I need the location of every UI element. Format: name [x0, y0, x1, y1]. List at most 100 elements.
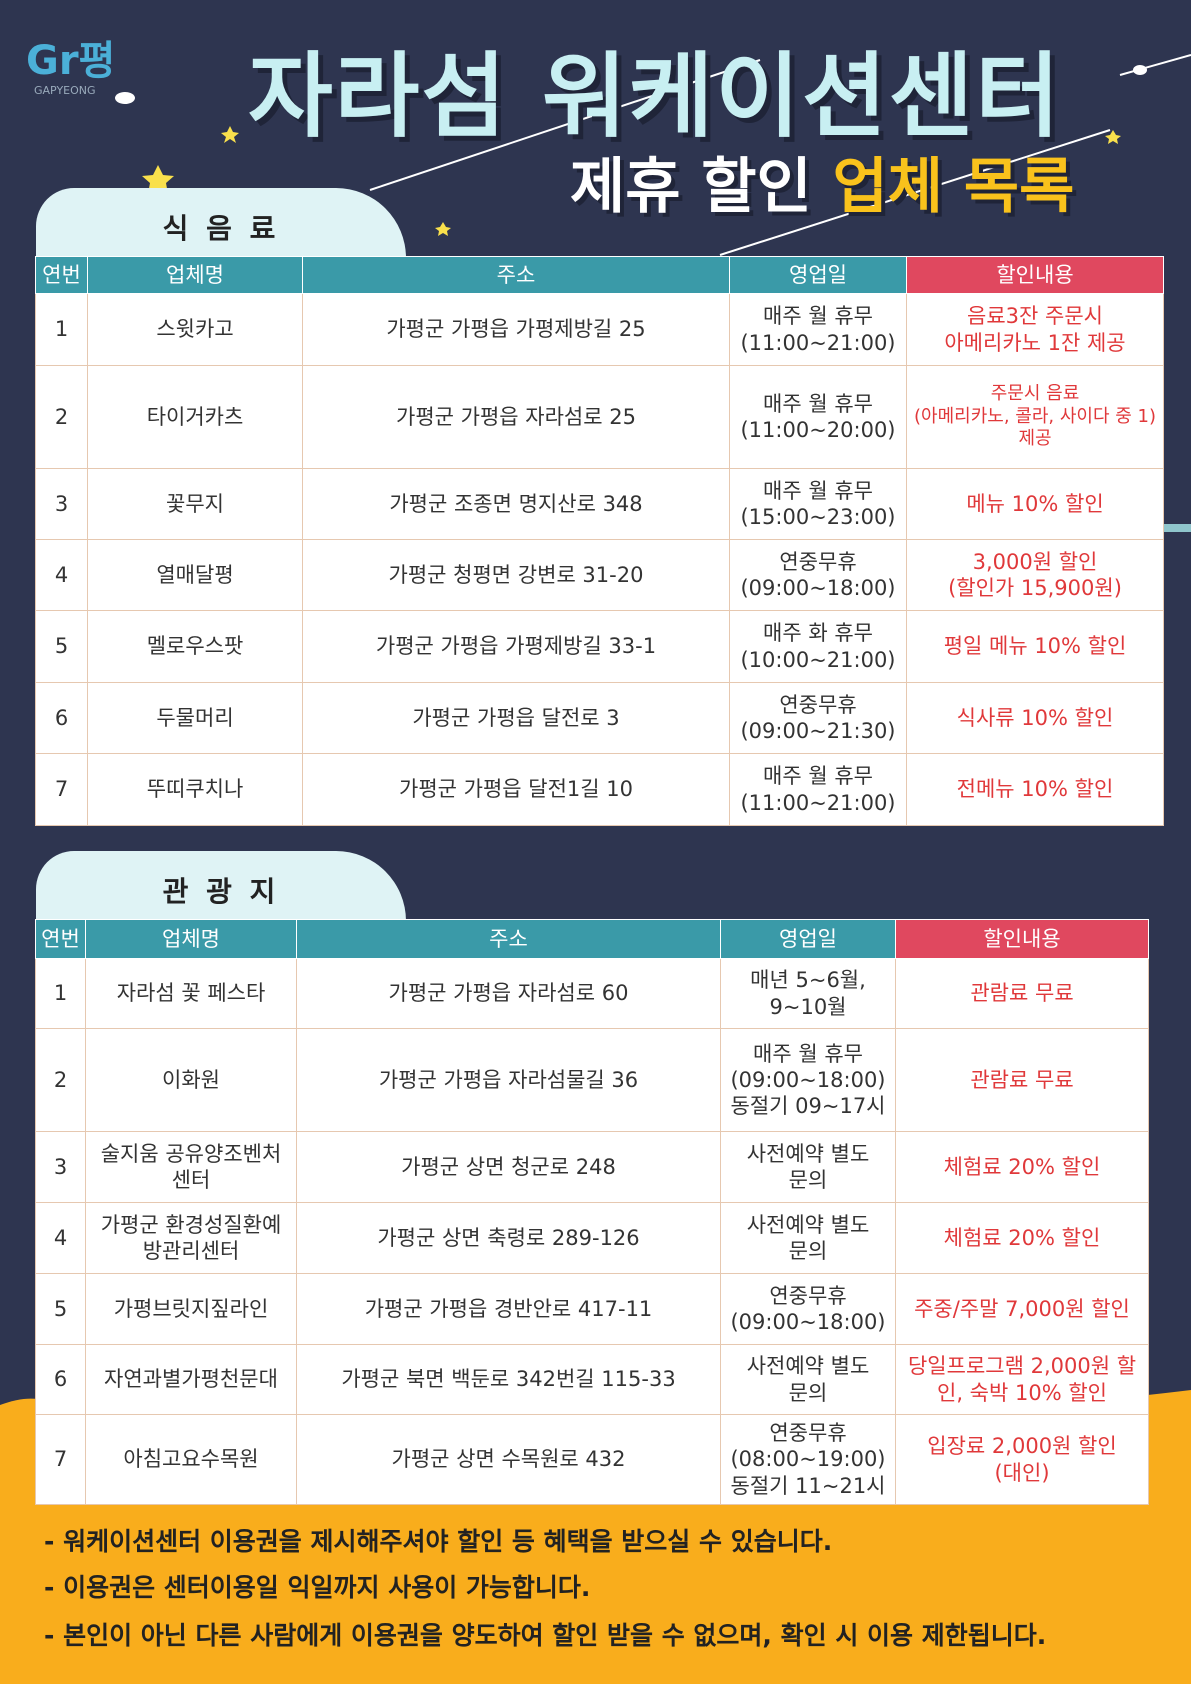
- table-cell: 메뉴 10% 할인: [906, 468, 1164, 540]
- table-cell: 관람료 무료: [895, 958, 1149, 1029]
- table-row: 1 자라섬 꽃 페스타 가평군 가평읍 자라섬로 60 매년 5~6월, 9~10월 관…: [35, 958, 1149, 1029]
- logo-text: GAPYEONG: [34, 84, 96, 97]
- table-cell: 주문시 음료 (아메리카노, 콜라, 사이다 중 1) 제공: [906, 365, 1164, 469]
- table-cell: 당일프로그램 2,000원 할 인, 숙박 10% 할인: [895, 1344, 1149, 1415]
- column-header: 할인내용: [895, 919, 1149, 959]
- table-row: 3 꽃무지 가평군 조종면 명지산로 348 매주 월 휴무 (15:00~23:00…: [35, 468, 1164, 540]
- table-row: 1 스윗카고 가평군 가평읍 가평제방길 25 매주 월 휴무 (11:00~21:0…: [35, 293, 1164, 366]
- table-cell: 가평군 상면 수목원로 432: [296, 1414, 721, 1505]
- table-cell: 스윗카고: [87, 293, 303, 366]
- table-cell: 1: [35, 958, 86, 1029]
- table-cell: 가평군 환경성질환예 방관리센터: [85, 1202, 297, 1274]
- table-row: 4 가평군 환경성질환예 방관리센터 가평군 상면 축령로 289-126 사전예약 …: [35, 1202, 1149, 1274]
- table-row: 5 가평브릿지짚라인 가평군 가평읍 경반안로 417-11 연중무휴 (09:00~…: [35, 1273, 1149, 1345]
- table-cell: 사전예약 별도 문의: [720, 1202, 896, 1274]
- table-row: 3 술지움 공유양조벤처 센터 가평군 상면 청군로 248 사전예약 별도 문의 체험…: [35, 1131, 1149, 1203]
- table-cell: 7: [35, 1414, 86, 1505]
- table-cell: 연중무휴 (09:00~21:30): [729, 682, 907, 754]
- header-row: 연번 업체명 주소 영업일 할인내용: [35, 256, 1164, 294]
- note: - 본인이 아닌 다른 사람에게 이용권을 양도하여 할인 받을 수 없으며, …: [44, 1621, 1047, 1650]
- table-cell: 3: [35, 1131, 86, 1203]
- table-row: 2 이화원 가평군 가평읍 자라섬물길 36 매주 월 휴무 (09:00~18:00…: [35, 1028, 1149, 1132]
- table-cell: 뚜띠쿠치나: [87, 753, 303, 826]
- table-cell: 꽃무지: [87, 468, 303, 540]
- table-cell: 5: [35, 610, 88, 683]
- table-cell: 가평군 가평읍 자라섬물길 36: [296, 1028, 721, 1132]
- column-header: 영업일: [720, 919, 896, 959]
- table-cell: 6: [35, 682, 88, 754]
- table-cell: 가평군 가평읍 달전1길 10: [302, 753, 730, 826]
- table-cell: 가평브릿지짚라인: [85, 1273, 297, 1345]
- table-cell: 자라섬 꽃 페스타: [85, 958, 297, 1029]
- table-cell: 연중무휴 (09:00~18:00): [729, 539, 907, 611]
- table-cell: 열매달평: [87, 539, 303, 611]
- table-cell: 관람료 무료: [895, 1028, 1149, 1132]
- table-cell: 평일 메뉴 10% 할인: [906, 610, 1164, 683]
- table-row: 2 타이거카츠 가평군 가평읍 자라섬로 25 매주 월 휴무 (11:00~20:0…: [35, 365, 1164, 469]
- table-cell: 가평군 가평읍 가평제방길 33-1: [302, 610, 730, 683]
- table-cell: 매주 화 휴무 (10:00~21:00): [729, 610, 907, 683]
- table-cell: 가평군 가평읍 달전로 3: [302, 682, 730, 754]
- table-row: 7 아침고요수목원 가평군 상면 수목원로 432 연중무휴 (08:00~19:00…: [35, 1414, 1149, 1505]
- table-cell: 주중/주말 7,000원 할인: [895, 1273, 1149, 1345]
- table-cell: 이화원: [85, 1028, 297, 1132]
- table-cell: 체험료 20% 할인: [895, 1202, 1149, 1274]
- column-header: 영업일: [729, 256, 907, 294]
- table-cell: 멜로우스팟: [87, 610, 303, 683]
- table-cell: 술지움 공유양조벤처 센터: [85, 1131, 297, 1203]
- table-cell: 6: [35, 1344, 86, 1415]
- table-cell: 매주 월 휴무 (11:00~21:00): [729, 753, 907, 826]
- table-cell: 가평군 가평읍 자라섬로 60: [296, 958, 721, 1029]
- table-cell: 두물머리: [87, 682, 303, 754]
- header-row: 연번 업체명 주소 영업일 할인내용: [35, 919, 1149, 959]
- table-cell: 1: [35, 293, 88, 366]
- table-cell: 식사류 10% 할인: [906, 682, 1164, 754]
- table-cell: 사전예약 별도 문의: [720, 1131, 896, 1203]
- subtitle-yellow: 업체 목록: [832, 152, 1075, 222]
- table-cell: 가평군 조종면 명지산로 348: [302, 468, 730, 540]
- logo-mark: Gr평: [26, 38, 116, 84]
- table-cell: 4: [35, 1202, 86, 1274]
- column-header: 업체명: [87, 256, 303, 294]
- column-header: 주소: [296, 919, 721, 959]
- table-cell: 2: [35, 365, 88, 469]
- table-cell: 타이거카츠: [87, 365, 303, 469]
- table-cell: 자연과별가평천문대: [85, 1344, 297, 1415]
- subtitle-white: 제휴 할인: [570, 152, 812, 222]
- column-header: 업체명: [85, 919, 297, 959]
- table-cell: 매주 월 휴무 (09:00~18:00) 동절기 09~17시: [720, 1028, 896, 1132]
- table-cell: 가평군 북면 백둔로 342번길 115-33: [296, 1344, 721, 1415]
- table-cell: 5: [35, 1273, 86, 1345]
- column-header: 연번: [35, 256, 88, 294]
- title: 자라섬 워케이션센터: [248, 43, 1062, 150]
- table-cell: 3: [35, 468, 88, 540]
- section-tab: 식 음 료: [36, 188, 406, 258]
- table-cell: 가평군 가평읍 경반안로 417-11: [296, 1273, 721, 1345]
- subtitle: 제휴 할인 업체 목록: [570, 138, 1074, 225]
- discount-table: 연번 업체명 주소 영업일 할인내용 1 스윗카고 가평군 가평읍 가평제방길 25 매주 월 …: [35, 256, 1164, 826]
- table-cell: 연중무휴 (08:00~19:00) 동절기 11~21시: [720, 1414, 896, 1505]
- table-cell: 입장료 2,000원 할인 (대인): [895, 1414, 1149, 1505]
- column-header: 연번: [35, 919, 86, 959]
- table-row: 5 멜로우스팟 가평군 가평읍 가평제방길 33-1 매주 화 휴무 (10:00~2…: [35, 610, 1164, 683]
- note: - 이용권은 센터이용일 익일까지 사용이 가능합니다.: [44, 1573, 591, 1602]
- table-cell: 사전예약 별도 문의: [720, 1344, 896, 1415]
- table-cell: 매주 월 휴무 (15:00~23:00): [729, 468, 907, 540]
- column-header: 할인내용: [906, 256, 1164, 294]
- table-row: 7 뚜띠쿠치나 가평군 가평읍 달전1길 10 매주 월 휴무 (11:00~21:0…: [35, 753, 1164, 826]
- table-cell: 4: [35, 539, 88, 611]
- table-row: 6 자연과별가평천문대 가평군 북면 백둔로 342번길 115-33 사전예약 별도…: [35, 1344, 1149, 1415]
- table-cell: 전메뉴 10% 할인: [906, 753, 1164, 826]
- table-cell: 체험료 20% 할인: [895, 1131, 1149, 1203]
- column-header: 주소: [302, 256, 730, 294]
- table-row: 6 두물머리 가평군 가평읍 달전로 3 연중무휴 (09:00~21:30) 식사류 …: [35, 682, 1164, 754]
- note: - 워케이션센터 이용권을 제시해주셔야 할인 등 혜택을 받으실 수 있습니다…: [44, 1527, 833, 1556]
- table-cell: 연중무휴 (09:00~18:00): [720, 1273, 896, 1345]
- table-cell: 매주 월 휴무 (11:00~20:00): [729, 365, 907, 469]
- table-cell: 3,000원 할인 (할인가 15,900원): [906, 539, 1164, 611]
- table-cell: 매주 월 휴무 (11:00~21:00): [729, 293, 907, 366]
- table-cell: 매년 5~6월, 9~10월: [720, 958, 896, 1029]
- table-cell: 7: [35, 753, 88, 826]
- table-cell: 아침고요수목원: [85, 1414, 297, 1505]
